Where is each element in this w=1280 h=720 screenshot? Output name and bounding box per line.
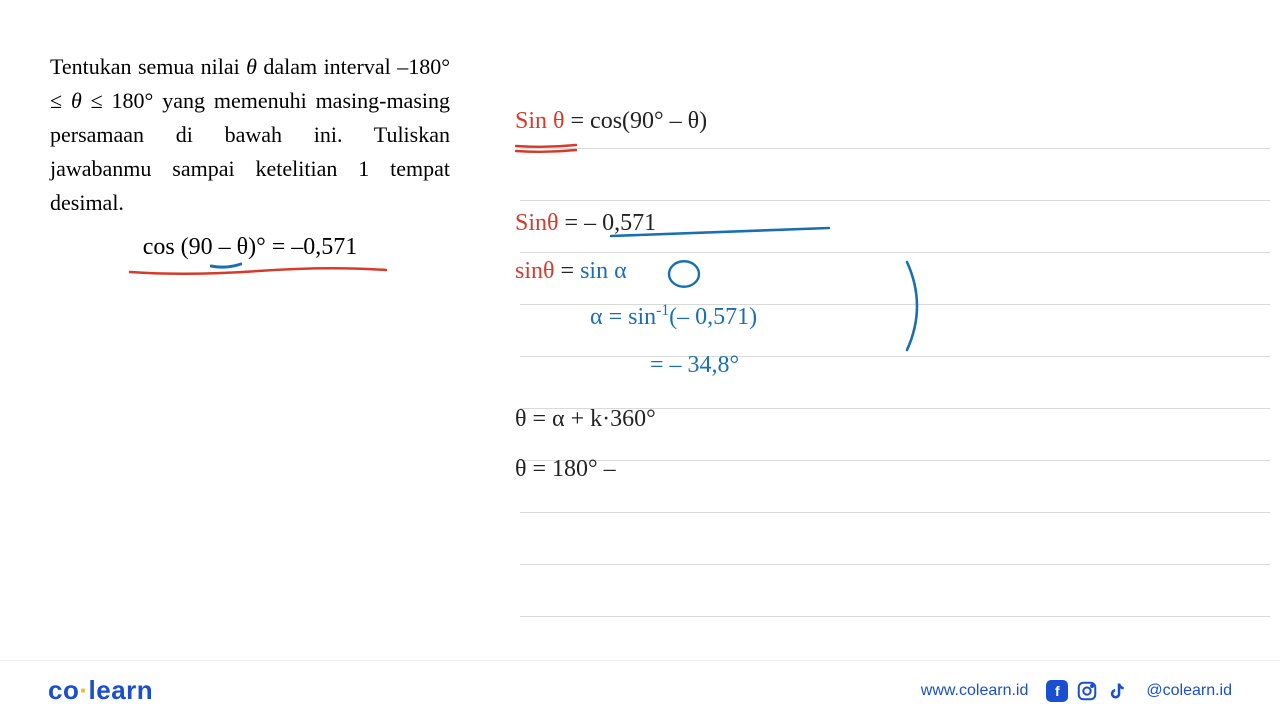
handwritten-line-4: = – 34,8° bbox=[650, 352, 739, 379]
ruled-line bbox=[520, 200, 1270, 201]
social-icons: f bbox=[1046, 680, 1128, 702]
ruled-line bbox=[520, 252, 1270, 253]
instagram-icon bbox=[1076, 680, 1098, 702]
logo-co: co bbox=[48, 675, 79, 705]
footer-handle: @colearn.id bbox=[1146, 682, 1232, 700]
ruled-line bbox=[520, 564, 1270, 565]
brand-logo: co·learn bbox=[48, 675, 153, 706]
problem-part-1: Tentukan semua nilai bbox=[50, 54, 246, 79]
handwritten-line-5: θ = α + k·360° bbox=[515, 406, 656, 433]
red-double-underline bbox=[515, 142, 577, 160]
ruled-line bbox=[520, 148, 1270, 149]
problem-column: Tentukan semua nilai θ dalam interval –1… bbox=[0, 40, 480, 660]
alpha-circle bbox=[667, 257, 701, 296]
ruled-line bbox=[520, 460, 1270, 461]
handwritten-line-1: Sinθ = – 0,571 bbox=[515, 210, 656, 237]
blue-underline-90 bbox=[210, 262, 242, 270]
problem-part-3: ≤ 180° yang memenuhi masing-masing persa… bbox=[50, 88, 450, 215]
content-area: Tentukan semua nilai θ dalam interval –1… bbox=[0, 40, 1280, 660]
footer: co·learn www.colearn.id f @colearn.id bbox=[0, 660, 1280, 720]
logo-dot: · bbox=[79, 675, 88, 705]
worked-solution-column: Sin θ = cos(90° – θ) Sinθ = – 0,571 sinθ =… bbox=[480, 40, 1280, 660]
ruled-line bbox=[520, 512, 1270, 513]
red-underline-equation bbox=[128, 266, 388, 276]
handwritten-line-6: θ = 180° – bbox=[515, 456, 616, 483]
theta-symbol: θ bbox=[246, 54, 257, 79]
ruled-line bbox=[520, 616, 1270, 617]
handwritten-line-0: Sin θ = cos(90° – θ) bbox=[515, 108, 707, 135]
given-equation: cos (90 – θ)° = –0,571 bbox=[50, 234, 450, 261]
facebook-icon: f bbox=[1046, 680, 1068, 702]
theta-symbol-2: θ bbox=[71, 88, 82, 113]
handwritten-line-2: sinθ = sin α bbox=[515, 258, 627, 285]
tiktok-icon bbox=[1106, 680, 1128, 702]
problem-text: Tentukan semua nilai θ dalam interval –1… bbox=[50, 50, 450, 220]
blue-bracket bbox=[905, 260, 931, 357]
ruled-line bbox=[520, 356, 1270, 357]
footer-right: www.colearn.id f @colearn.id bbox=[921, 680, 1232, 702]
equation-text: cos (90 – θ)° = –0,571 bbox=[143, 234, 358, 260]
footer-url: www.colearn.id bbox=[921, 682, 1029, 700]
logo-learn: learn bbox=[89, 675, 154, 705]
handwritten-line-3: α = sin-1(– 0,571) bbox=[590, 302, 757, 331]
